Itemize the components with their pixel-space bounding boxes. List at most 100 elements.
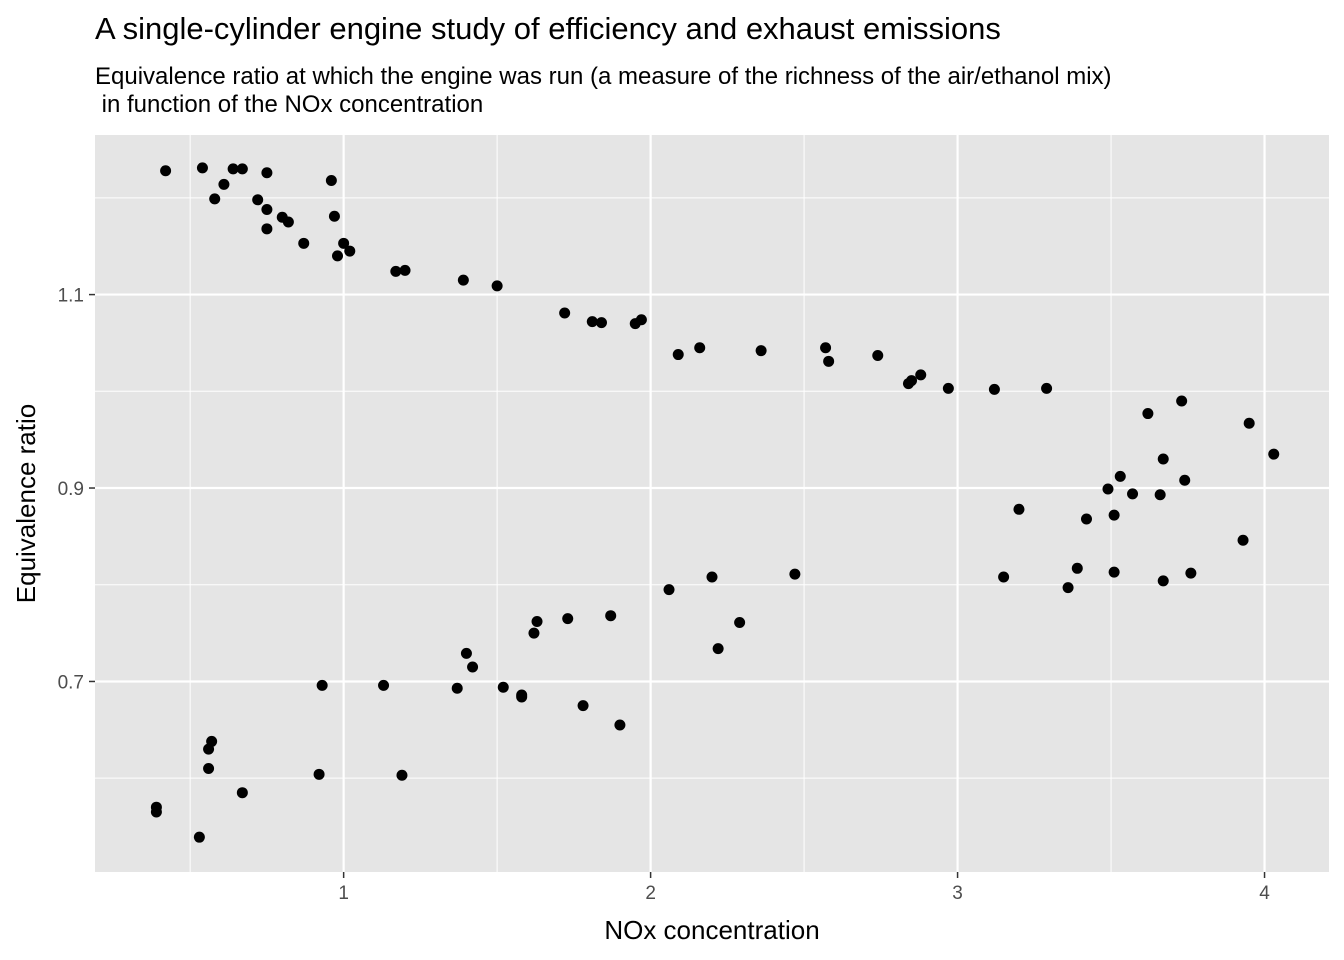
data-point — [531, 615, 543, 627]
data-point — [338, 237, 350, 249]
data-point — [1185, 567, 1197, 579]
data-point — [577, 700, 589, 712]
data-point — [313, 768, 325, 780]
data-point — [203, 743, 215, 755]
data-point — [1154, 489, 1166, 501]
data-point — [605, 610, 617, 622]
data-point — [491, 280, 503, 292]
data-point — [1176, 395, 1188, 407]
data-point — [906, 375, 918, 387]
data-point — [298, 237, 310, 249]
data-point — [562, 613, 574, 625]
data-point — [252, 194, 264, 206]
data-point — [559, 307, 571, 319]
data-point — [1041, 382, 1053, 394]
data-point — [325, 174, 337, 186]
data-point — [460, 647, 472, 659]
data-point — [261, 223, 273, 235]
data-point — [209, 193, 221, 205]
data-point — [706, 571, 718, 583]
y-axis-ticks: 0.7 0.9 1.1 — [58, 286, 95, 693]
chart-subtitle-line-2: in function of the NOx concentration — [95, 91, 483, 118]
data-point — [1108, 566, 1120, 578]
data-point — [872, 350, 884, 362]
data-point — [316, 679, 328, 691]
data-point — [457, 274, 469, 286]
x-tick-label: 3 — [952, 883, 963, 904]
data-point — [399, 264, 411, 276]
data-point — [1102, 483, 1114, 495]
data-point — [1179, 474, 1191, 486]
data-point — [344, 245, 356, 257]
data-point — [1080, 513, 1092, 525]
data-point — [915, 369, 927, 381]
data-point — [694, 342, 706, 354]
chart-title: A single-cylinder engine study of effici… — [95, 11, 1001, 46]
data-point — [451, 682, 463, 694]
data-point — [203, 763, 215, 775]
y-tick-label: 0.7 — [58, 672, 84, 693]
data-point — [396, 769, 408, 781]
data-point — [218, 178, 230, 190]
x-axis-title: NOx concentration — [604, 915, 819, 945]
data-point — [193, 831, 205, 843]
data-point — [328, 210, 340, 222]
data-point — [236, 787, 248, 799]
data-point — [1127, 488, 1139, 500]
x-tick-label: 4 — [1259, 883, 1270, 904]
data-point — [755, 345, 767, 357]
major-gridlines — [95, 135, 1329, 872]
data-point — [150, 806, 162, 818]
data-point — [614, 719, 626, 731]
data-point — [1243, 417, 1255, 429]
data-point — [712, 643, 724, 655]
chart-subtitle-line-1: Equivalence ratio at which the engine wa… — [95, 63, 1112, 90]
x-axis-ticks: 1 2 3 4 — [338, 872, 1270, 904]
x-tick-label: 2 — [645, 883, 656, 904]
data-point — [672, 349, 684, 361]
data-point — [1268, 448, 1280, 460]
data-point — [789, 568, 801, 580]
data-point — [236, 163, 248, 175]
data-point — [516, 689, 528, 701]
data-point — [160, 165, 172, 177]
data-point — [1062, 582, 1074, 594]
data-point — [1108, 509, 1120, 521]
data-point — [1071, 562, 1083, 574]
data-point — [261, 167, 273, 179]
data-point — [196, 162, 208, 174]
data-point — [390, 265, 402, 277]
data-point — [998, 571, 1010, 583]
data-point — [988, 383, 1000, 395]
data-point — [467, 661, 479, 673]
data-point — [261, 203, 273, 215]
data-point — [282, 216, 294, 228]
data-point — [1013, 503, 1025, 515]
data-point — [1142, 408, 1154, 420]
y-tick-label: 0.9 — [58, 479, 84, 500]
data-point — [528, 627, 540, 639]
data-point — [332, 250, 344, 262]
y-axis-title: Equivalence ratio — [11, 404, 41, 603]
data-point — [378, 679, 390, 691]
data-points — [150, 162, 1280, 843]
x-tick-label: 1 — [338, 883, 349, 904]
data-point — [663, 584, 675, 596]
data-point — [734, 616, 746, 628]
data-point — [1114, 470, 1126, 482]
data-point — [595, 317, 607, 329]
data-point — [1157, 453, 1169, 465]
data-point — [823, 355, 835, 367]
data-point — [1237, 534, 1249, 546]
minor-gridlines — [95, 135, 1329, 872]
data-point — [635, 314, 647, 326]
data-point — [1157, 575, 1169, 587]
data-point — [942, 382, 954, 394]
data-point — [497, 681, 509, 693]
data-point — [227, 163, 239, 175]
y-tick-label: 1.1 — [58, 286, 84, 307]
data-point — [820, 342, 832, 354]
data-point — [586, 316, 598, 328]
plot-panel — [95, 135, 1329, 872]
